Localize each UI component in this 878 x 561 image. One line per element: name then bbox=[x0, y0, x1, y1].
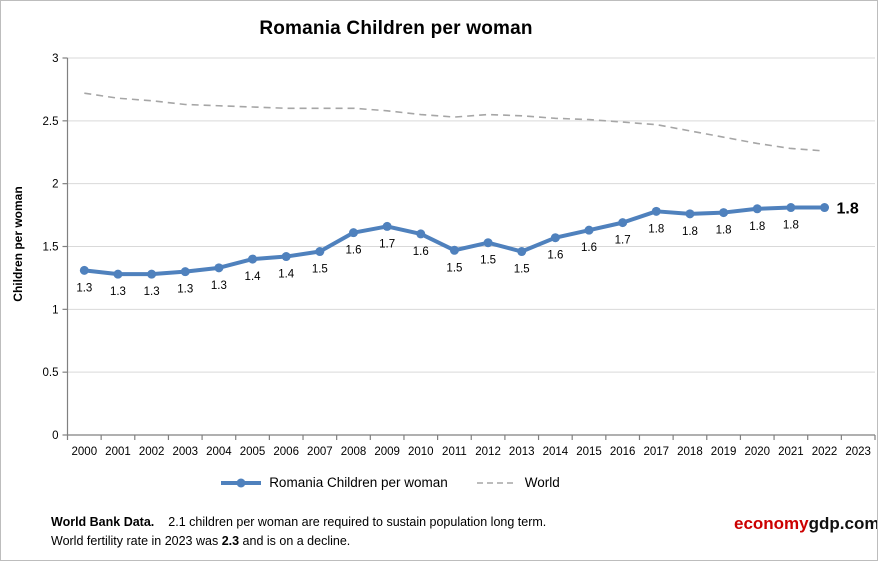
romania-point-label: 1.5 bbox=[312, 264, 328, 276]
romania-point bbox=[348, 228, 358, 238]
y-axis-tick-label: 2 bbox=[52, 179, 58, 191]
x-axis-label: 2021 bbox=[778, 446, 804, 458]
romania-point bbox=[79, 265, 89, 275]
romania-point bbox=[550, 233, 560, 243]
footer-source-bold: World Bank Data. bbox=[51, 515, 155, 529]
plot-area: 0 0.5 1 1.5 2 2.5 3 2000 2001 2002 2003 2004 2005 200… bbox=[43, 53, 876, 458]
x-axis-label: 2002 bbox=[139, 446, 165, 458]
x-axis-label: 2022 bbox=[812, 446, 838, 458]
romania-point bbox=[752, 204, 762, 214]
footer-line-2: World fertility rate in 2023 was 2.3 and… bbox=[51, 532, 651, 551]
x-axis-label: 2003 bbox=[172, 446, 198, 458]
romania-point bbox=[248, 254, 258, 264]
world-legend-sample-icon bbox=[476, 481, 517, 484]
x-axis-label: 2011 bbox=[442, 446, 467, 458]
romania-point bbox=[651, 206, 661, 216]
romania-point bbox=[685, 209, 695, 219]
romania-point-label: 1.8 bbox=[716, 225, 732, 237]
romania-point bbox=[786, 203, 796, 213]
romania-point bbox=[618, 218, 628, 228]
romania-point-label: 1.6 bbox=[413, 246, 429, 258]
logo-text-red: economy bbox=[734, 514, 809, 533]
logo-text-black: gdp.com bbox=[808, 514, 878, 533]
y-axis-tick-label: 0 bbox=[52, 430, 58, 442]
romania-point-label: 1.6 bbox=[547, 250, 563, 262]
romania-point-label: 1.8 bbox=[749, 221, 765, 233]
romania-point bbox=[584, 225, 594, 235]
romania-point bbox=[483, 238, 493, 248]
romania-point bbox=[449, 245, 459, 255]
romania-point bbox=[382, 221, 392, 231]
romania-legend-sample-icon bbox=[221, 478, 262, 487]
x-axis-label: 2000 bbox=[72, 446, 98, 458]
x-axis-label: 2023 bbox=[845, 446, 871, 458]
romania-point-label: 1.5 bbox=[514, 264, 530, 276]
romania-point-label: 1.3 bbox=[76, 282, 92, 294]
romania-point-label: 1.3 bbox=[144, 286, 160, 298]
legend-label-world: World bbox=[524, 475, 560, 490]
romania-point-label: 1.5 bbox=[446, 262, 462, 274]
y-axis-tick-label: 3 bbox=[52, 53, 58, 65]
x-axis-label: 2001 bbox=[105, 446, 131, 458]
x-axis-label: 2020 bbox=[744, 446, 770, 458]
romania-point bbox=[719, 208, 729, 218]
x-axis-label: 2013 bbox=[509, 446, 535, 458]
romania-point bbox=[820, 203, 830, 213]
romania-point-label: 1.5 bbox=[480, 255, 496, 267]
romania-point-label: 1.6 bbox=[345, 245, 361, 257]
romania-point-label: 1.3 bbox=[211, 280, 227, 292]
x-axis-label: 2016 bbox=[610, 446, 636, 458]
x-axis-label: 2019 bbox=[711, 446, 737, 458]
romania-point-label: 1.8 bbox=[648, 223, 664, 235]
romania-point-label: 1.3 bbox=[110, 286, 126, 298]
x-axis-label: 2012 bbox=[475, 446, 501, 458]
romania-point bbox=[214, 263, 224, 273]
romania-point bbox=[180, 267, 190, 277]
x-axis-label: 2017 bbox=[644, 446, 670, 458]
romania-end-value-label: 1.8 bbox=[837, 201, 859, 218]
romania-point-label: 1.8 bbox=[682, 226, 698, 238]
romania-point-label: 1.7 bbox=[615, 235, 631, 247]
y-axis-tick-label: 2.5 bbox=[43, 116, 59, 128]
y-axis-tick-label: 1 bbox=[52, 304, 58, 316]
romania-point bbox=[113, 269, 123, 279]
x-axis-label: 2008 bbox=[341, 446, 367, 458]
x-axis-label: 2010 bbox=[408, 446, 434, 458]
world-line bbox=[84, 92, 825, 152]
romania-point bbox=[147, 269, 157, 279]
x-axis-label: 2014 bbox=[543, 446, 569, 458]
footer-line2-text-a: World fertility rate in 2023 was bbox=[51, 534, 222, 549]
footer-line2-bold: 2.3 bbox=[221, 534, 240, 549]
x-axis-label: 2009 bbox=[374, 446, 400, 458]
romania-point-label: 1.3 bbox=[177, 284, 193, 296]
romania-point-label: 1.7 bbox=[379, 238, 395, 250]
romania-point-label: 1.4 bbox=[278, 269, 295, 281]
romania-point bbox=[281, 252, 291, 262]
footer-line2-text-b: and is on a decline. bbox=[239, 534, 351, 549]
x-axis-label: 2018 bbox=[677, 446, 703, 458]
romania-point bbox=[315, 247, 325, 257]
legend-item-romania: Romania Children per woman bbox=[220, 475, 448, 490]
x-axis-label: 2006 bbox=[273, 446, 299, 458]
y-axis-tick-label: 0.5 bbox=[43, 367, 59, 379]
romania-point-label: 1.4 bbox=[245, 271, 262, 283]
x-axis-label: 2005 bbox=[240, 446, 266, 458]
romania-point bbox=[416, 229, 426, 239]
romania-point-label: 1.6 bbox=[581, 242, 597, 254]
chart-title: Romania Children per woman bbox=[259, 18, 533, 39]
x-axis-label: 2015 bbox=[576, 446, 602, 458]
legend-item-world: World bbox=[476, 475, 560, 490]
y-axis-tick-label: 1.5 bbox=[43, 242, 59, 254]
footer-note: World Bank Data. 2.1 children per woman a… bbox=[51, 513, 651, 552]
legend: Romania Children per woman World bbox=[1, 475, 877, 490]
logo-economygdp[interactable]: economygdp.com bbox=[734, 514, 878, 534]
romania-point bbox=[517, 247, 527, 257]
romania-point-label: 1.8 bbox=[783, 220, 799, 232]
x-axis-label: 2004 bbox=[206, 446, 232, 458]
footer-line1-text: 2.1 children per woman are required to s… bbox=[168, 515, 547, 529]
legend-label-romania: Romania Children per woman bbox=[269, 475, 448, 490]
footer-line-1: World Bank Data. 2.1 children per woman a… bbox=[51, 513, 651, 532]
x-axis-label: 2007 bbox=[307, 446, 333, 458]
